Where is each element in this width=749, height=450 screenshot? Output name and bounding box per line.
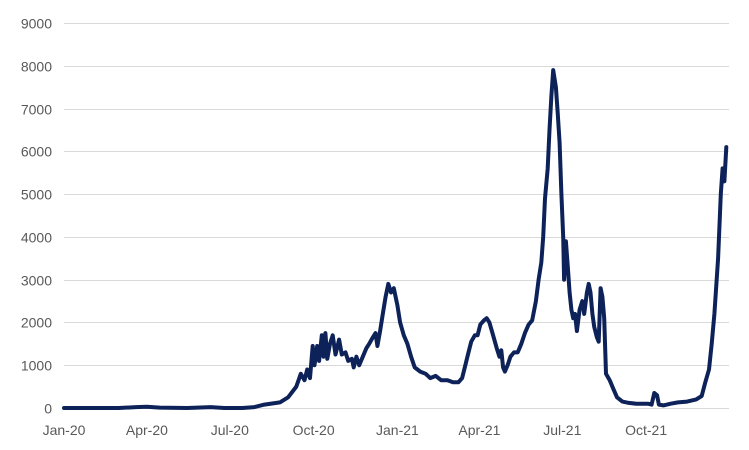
series-group: [62, 68, 729, 410]
y-tick-label: 2000: [21, 315, 52, 331]
x-tick-label: Jan-20: [43, 422, 86, 438]
y-tick-label: 7000: [21, 102, 52, 118]
y-tick-label: 5000: [21, 187, 52, 203]
series-line: [62, 68, 729, 410]
x-tick-label: Apr-20: [126, 422, 168, 438]
gridlines: [64, 23, 729, 409]
x-tick-label: Jan-21: [376, 422, 419, 438]
y-axis-tick-labels: 0 1000 2000 3000 4000 5000 6000 7000 8000 9000: [21, 16, 52, 417]
y-tick-label: 8000: [21, 59, 52, 75]
x-axis-tick-labels: Jan-20 Apr-20 Jul-20 Oct-20 Jan-21 Apr-21 Jul-…: [43, 422, 668, 438]
y-tick-label: 9000: [21, 16, 52, 32]
x-tick-label: Oct-20: [293, 422, 335, 438]
y-tick-label: 3000: [21, 273, 52, 289]
x-tick-label: Oct-21: [625, 422, 667, 438]
y-tick-label: 0: [44, 401, 52, 417]
x-tick-label: Apr-21: [458, 422, 500, 438]
y-tick-label: 6000: [21, 144, 52, 160]
y-tick-label: 4000: [21, 230, 52, 246]
x-tick-label: Jul-21: [543, 422, 581, 438]
x-tick-label: Jul-20: [211, 422, 249, 438]
y-tick-label: 1000: [21, 358, 52, 374]
